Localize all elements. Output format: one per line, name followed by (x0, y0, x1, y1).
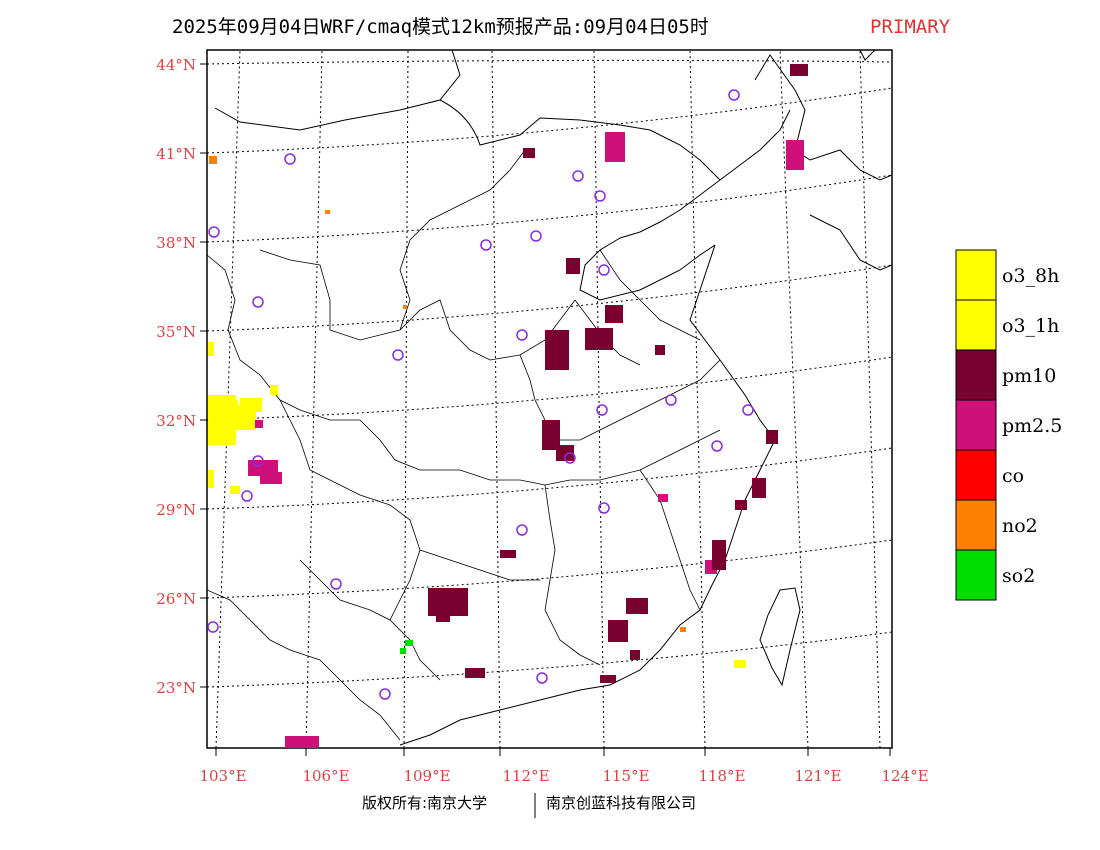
legend-swatch-no2 (955, 499, 997, 551)
legend-swatch-o3-8h (955, 249, 997, 301)
lat-label: 38°N (156, 234, 196, 252)
lon-label: 109°E (403, 767, 450, 785)
lat-label: 26°N (156, 590, 196, 608)
lon-label: 106°E (302, 767, 349, 785)
legend-swatch-so2 (955, 549, 997, 601)
legend: o3_8h o3_1h pm10 pm2.5 co no2 so2 (955, 249, 1062, 601)
monitor-sites (207, 89, 754, 700)
lat-label: 32°N (156, 412, 196, 430)
lat-label: 41°N (156, 145, 196, 163)
legend-label-o3-8h: o3_8h (1002, 265, 1059, 287)
legend-label-so2: so2 (1002, 565, 1035, 587)
longitude-gridlines (215, 50, 881, 748)
legend-swatch-co (955, 449, 997, 501)
latitude-gridlines (207, 59, 892, 688)
lon-label: 103°E (199, 767, 246, 785)
lat-label: 35°N (156, 323, 196, 341)
legend-label-pm25: pm2.5 (1002, 415, 1062, 437)
lon-label: 124°E (881, 767, 928, 785)
map-title-primary: PRIMARY (870, 16, 951, 38)
legend-swatch-o3-1h (955, 299, 997, 351)
legend-swatch-pm25 (955, 399, 997, 451)
copyright-text: 版权所有:南京大学 (362, 794, 487, 812)
pollutant-cells (208, 64, 808, 748)
legend-label-o3-1h: o3_1h (1002, 315, 1059, 337)
latitude-ticks (200, 63, 207, 688)
lon-label: 115°E (602, 767, 649, 785)
lon-label: 112°E (502, 767, 549, 785)
map-panel (200, 49, 893, 756)
legend-swatch-pm10 (955, 349, 997, 401)
map-title: 2025年09月04日WRF/cmaq模式12km预报产品:09月04日05时 (172, 16, 709, 38)
lon-label: 118°E (698, 767, 745, 785)
lat-label: 23°N (156, 679, 196, 697)
legend-label-pm10: pm10 (1002, 365, 1056, 387)
lat-label: 29°N (156, 501, 196, 519)
lat-label: 44°N (156, 56, 196, 74)
longitude-labels: 103°E 106°E 109°E 112°E 115°E 118°E 121°… (199, 767, 928, 785)
map-frame (206, 49, 893, 749)
legend-label-no2: no2 (1002, 515, 1038, 537)
company-text: 南京创蓝科技有限公司 (546, 794, 696, 812)
taiwan-outline (759, 587, 801, 687)
latitude-labels: 44°N 41°N 38°N 35°N 32°N 29°N 26°N 23°N (156, 56, 196, 697)
legend-label-co: co (1002, 465, 1024, 487)
longitude-ticks (215, 748, 891, 756)
lon-label: 121°E (794, 767, 841, 785)
